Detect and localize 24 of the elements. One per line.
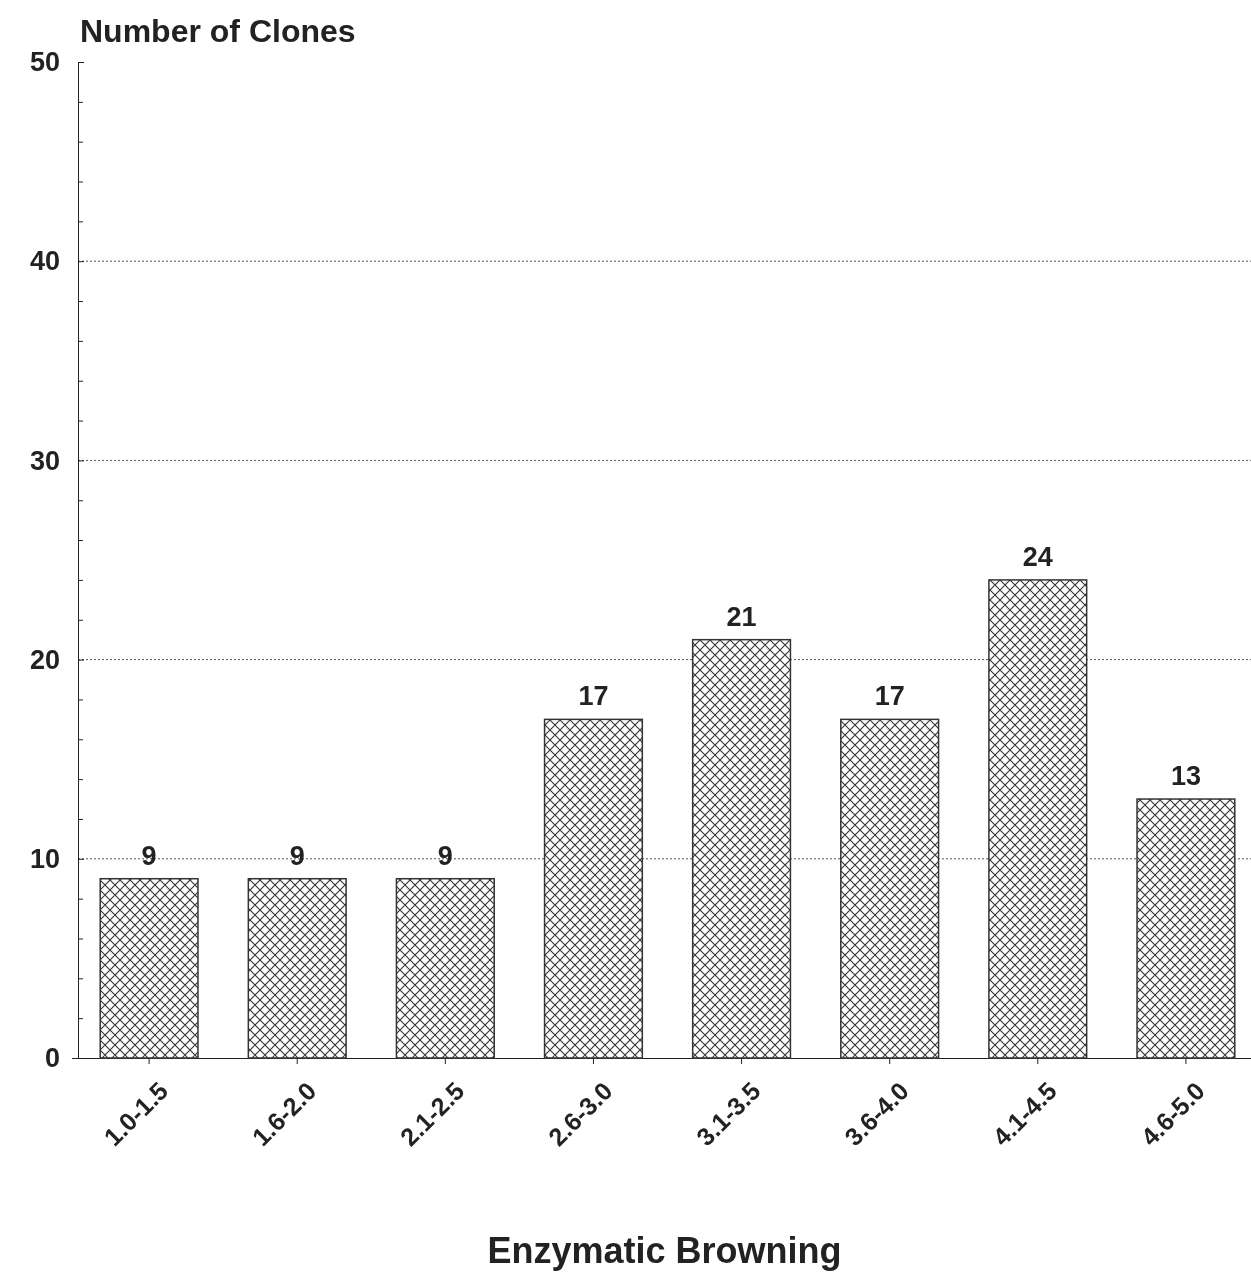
x-axis-title: Enzymatic Browning bbox=[487, 1230, 842, 1271]
data-label: 24 bbox=[1022, 541, 1053, 572]
y-tick-label: 30 bbox=[29, 445, 60, 476]
bar bbox=[543, 718, 644, 1059]
bar bbox=[247, 877, 347, 1059]
data-label: 9 bbox=[437, 840, 453, 871]
y-tick-label: 50 bbox=[29, 47, 60, 78]
bar bbox=[395, 877, 495, 1059]
bar bbox=[988, 579, 1088, 1059]
y-axis-title: Number of Clones bbox=[80, 13, 356, 49]
data-label: 17 bbox=[874, 681, 905, 712]
data-label: 9 bbox=[141, 840, 157, 871]
data-label: 9 bbox=[289, 840, 305, 871]
data-label: 21 bbox=[726, 601, 757, 632]
data-label: 13 bbox=[1170, 761, 1201, 792]
y-tick-label: 0 bbox=[44, 1043, 60, 1074]
bar bbox=[1136, 798, 1236, 1059]
data-label: 17 bbox=[578, 681, 609, 712]
bar bbox=[691, 638, 792, 1059]
y-tick-label: 10 bbox=[29, 843, 60, 874]
bar bbox=[840, 718, 940, 1059]
bar bbox=[99, 877, 199, 1059]
y-tick-label: 40 bbox=[29, 246, 60, 277]
y-tick-label: 20 bbox=[29, 644, 60, 675]
